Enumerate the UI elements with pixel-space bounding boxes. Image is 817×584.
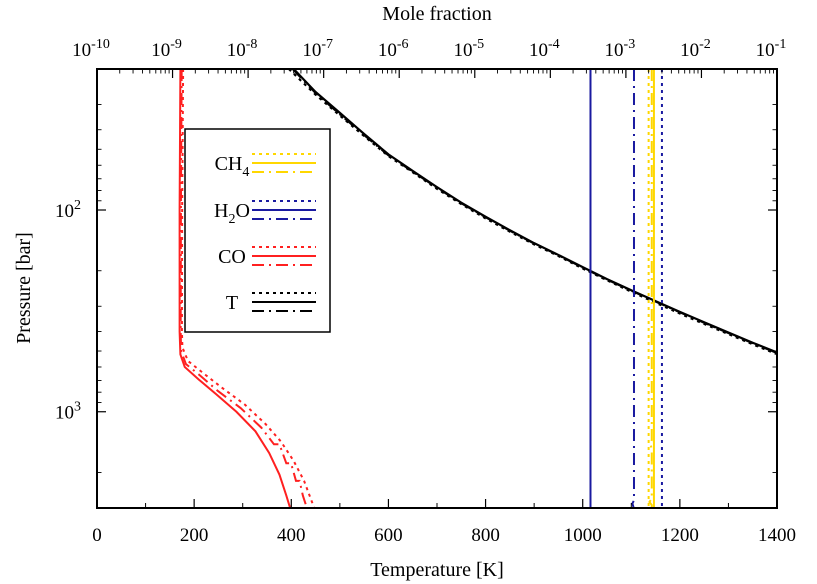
- y-tick-label: 103: [55, 400, 81, 424]
- legend: CH4 H2O CO T: [184, 128, 331, 333]
- legend-label: T: [226, 292, 238, 314]
- x-top-tick-label: 10-5: [453, 37, 484, 61]
- x-bottom-tick-label: 800: [471, 525, 500, 546]
- bottom-axis-label: Temperature [K]: [370, 559, 504, 581]
- series-t-dotted: [288, 69, 777, 356]
- x-top-tick-label: 10-6: [378, 37, 409, 61]
- legend-label: CO: [218, 246, 246, 268]
- x-bottom-tick-label: 1000: [564, 525, 602, 546]
- series-co-solid: [178, 69, 292, 508]
- x-top-tick-label: 10-4: [529, 37, 560, 61]
- legend-label: H2O: [214, 200, 250, 227]
- tick-labels: 0 200 400 600 800 1000 1200 1400 10-10 10-9 10-8 10…: [55, 37, 796, 546]
- y-axis-label: Pressure [bar]: [13, 232, 35, 344]
- axis-ticks: [96, 68, 778, 509]
- top-axis-label: Mole fraction: [382, 3, 491, 25]
- y-tick-label: 102: [55, 198, 81, 222]
- series-co-dotted: [180, 69, 316, 508]
- x-top-tick-label: 10-8: [227, 37, 258, 61]
- x-bottom-tick-label: 1400: [758, 525, 796, 546]
- x-bottom-tick-label: 600: [374, 525, 403, 546]
- x-top-tick-label: 10-3: [605, 37, 636, 61]
- x-top-tick-label: 10-10: [72, 37, 110, 61]
- series-t-solid: [292, 69, 777, 354]
- x-top-tick-label: 10-9: [151, 37, 182, 61]
- series-t-dashdot: [291, 69, 777, 354]
- x-top-tick-label: 10-2: [680, 37, 711, 61]
- series-h2o-dashdot: [631, 69, 635, 508]
- x-top-tick-label: 10-1: [756, 37, 787, 61]
- x-top-tick-label: 10-7: [302, 37, 333, 61]
- legend-label: CH4: [215, 153, 250, 180]
- x-bottom-tick-label: 400: [277, 525, 306, 546]
- series-ch4-dashdot: [648, 69, 653, 508]
- x-bottom-tick-label: 1200: [661, 525, 699, 546]
- plot-curves: [178, 69, 777, 508]
- x-bottom-tick-label: 0: [92, 525, 102, 546]
- x-bottom-tick-label: 200: [180, 525, 209, 546]
